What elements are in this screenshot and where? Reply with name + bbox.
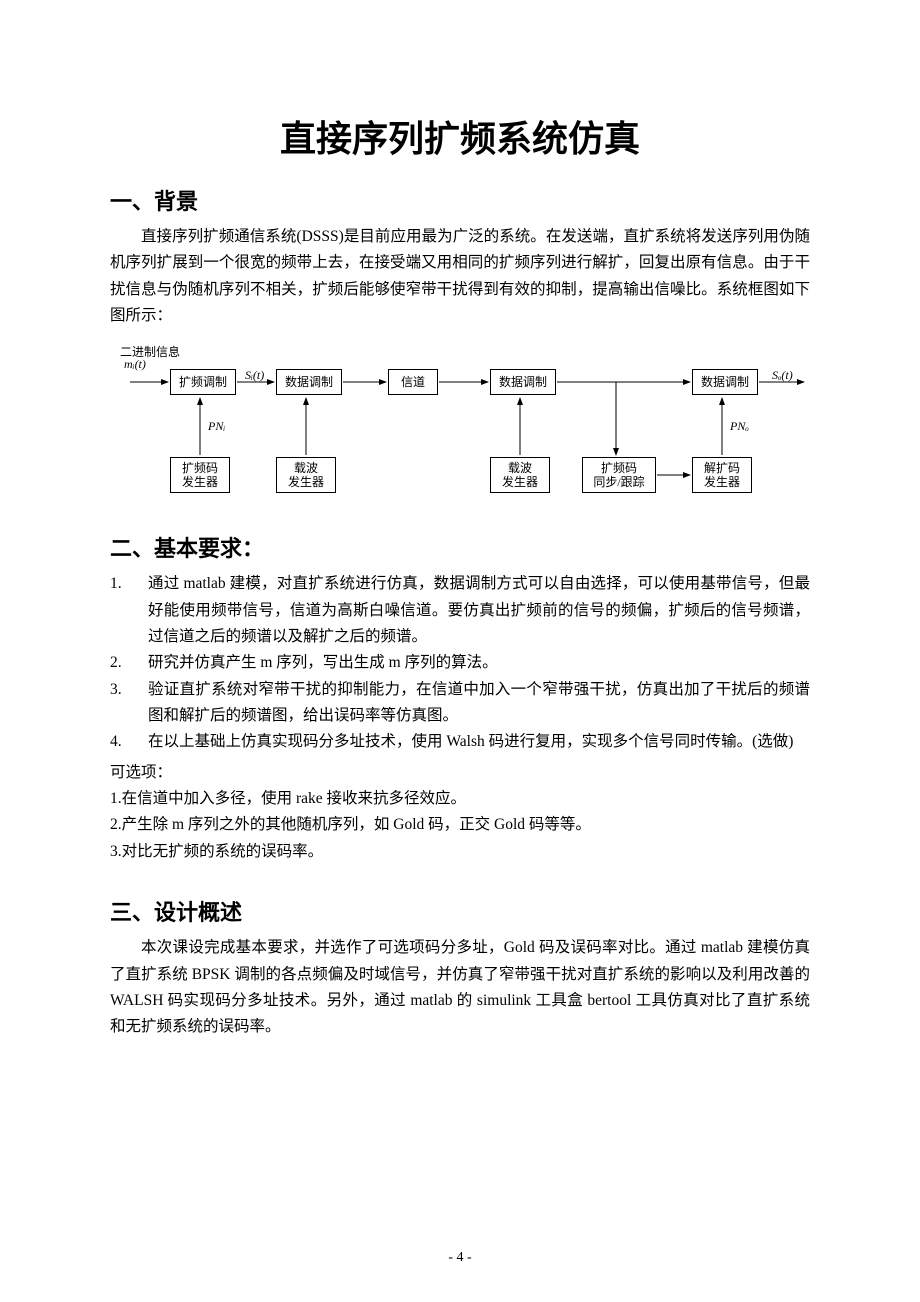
list-item: 4. 在以上基础上仿真实现码分多址技术，使用 Walsh 码进行复用，实现多个信… bbox=[110, 729, 810, 755]
optional-item: 2.产生除 m 序列之外的其他随机序列，如 Gold 码，正交 Gold 码等等… bbox=[110, 812, 810, 838]
system-diagram: 二进制信息 mᵢ(t) Sᵢ(t) Sₒ(t) 扩频调制 数据调制 信道 数据调… bbox=[110, 343, 810, 503]
section-2-heading: 二、基本要求： bbox=[110, 531, 810, 563]
diagram-arrows-svg bbox=[110, 343, 810, 503]
list-number: 2. bbox=[110, 650, 148, 676]
doc-title: 直接序列扩频系统仿真 bbox=[110, 110, 810, 162]
page-number: - 4 - bbox=[0, 1250, 920, 1266]
section-1-para: 直接序列扩频通信系统(DSSS)是目前应用最为广泛的系统。在发送端，直扩系统将发… bbox=[110, 224, 810, 329]
list-text: 通过 matlab 建模，对直扩系统进行仿真，数据调制方式可以自由选择，可以使用… bbox=[148, 571, 810, 650]
optional-label: 可选项： bbox=[110, 760, 810, 786]
list-item: 1. 通过 matlab 建模，对直扩系统进行仿真，数据调制方式可以自由选择，可… bbox=[110, 571, 810, 650]
section-3-heading: 三、设计概述 bbox=[110, 895, 810, 927]
page: 直接序列扩频系统仿真 一、背景 直接序列扩频通信系统(DSSS)是目前应用最为广… bbox=[0, 0, 920, 1302]
optional-item: 3.对比无扩频的系统的误码率。 bbox=[110, 839, 810, 865]
optional-item: 1.在信道中加入多径，使用 rake 接收来抗多径效应。 bbox=[110, 786, 810, 812]
list-text: 研究并仿真产生 m 序列，写出生成 m 序列的算法。 bbox=[148, 650, 810, 676]
list-number: 4. bbox=[110, 729, 148, 755]
list-number: 3. bbox=[110, 677, 148, 730]
list-text: 在以上基础上仿真实现码分多址技术，使用 Walsh 码进行复用，实现多个信号同时… bbox=[148, 729, 810, 755]
list-number: 1. bbox=[110, 571, 148, 650]
list-text: 验证直扩系统对窄带干扰的抑制能力，在信道中加入一个窄带强干扰，仿真出加了干扰后的… bbox=[148, 677, 810, 730]
section-3-para: 本次课设完成基本要求，并选作了可选项码分多址，Gold 码及误码率对比。通过 m… bbox=[110, 935, 810, 1040]
section-1-heading: 一、背景 bbox=[110, 184, 810, 216]
list-item: 2. 研究并仿真产生 m 序列，写出生成 m 序列的算法。 bbox=[110, 650, 810, 676]
requirements-list: 1. 通过 matlab 建模，对直扩系统进行仿真，数据调制方式可以自由选择，可… bbox=[110, 571, 810, 755]
list-item: 3. 验证直扩系统对窄带干扰的抑制能力，在信道中加入一个窄带强干扰，仿真出加了干… bbox=[110, 677, 810, 730]
